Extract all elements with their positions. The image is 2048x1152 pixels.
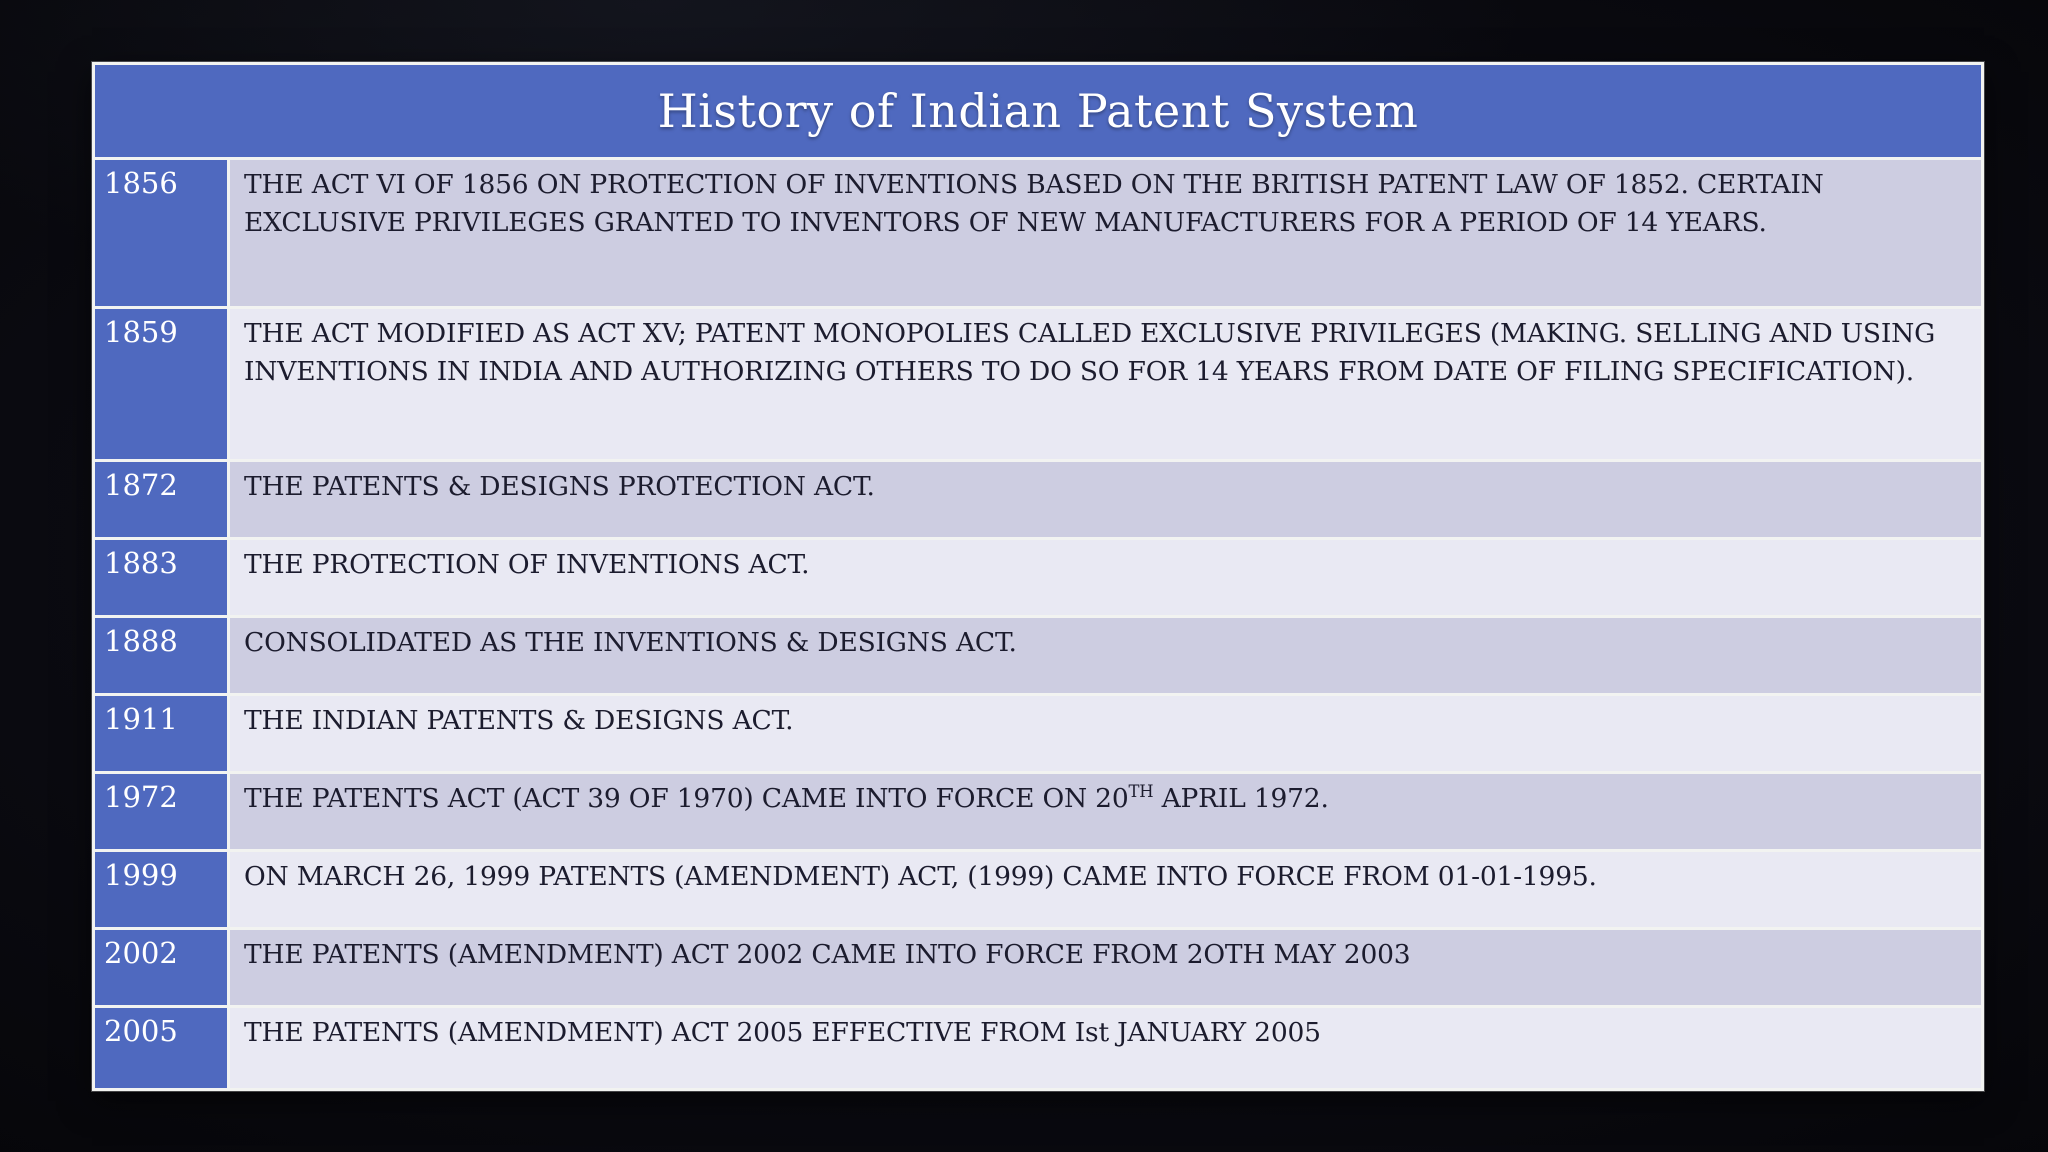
year-cell: 1883	[95, 540, 227, 615]
table-row: 1972 THE PATENTS ACT (ACT 39 OF 1970) CA…	[95, 774, 1981, 849]
table-row: 2005 THE PATENTS (AMENDMENT) ACT 2005 EF…	[95, 1008, 1981, 1088]
description-cell: CONSOLIDATED AS THE INVENTIONS & DESIGNS…	[230, 618, 1981, 693]
table-row: 2002 THE PATENTS (AMENDMENT) ACT 2002 CA…	[95, 930, 1981, 1005]
description-cell: THE INDIAN PATENTS & DESIGNS ACT.	[230, 696, 1981, 771]
table-body: 1856 THE ACT VI OF 1856 ON PROTECTION OF…	[95, 160, 1981, 1088]
table-row: 1883 THE PROTECTION OF INVENTIONS ACT.	[95, 540, 1981, 615]
description-cell: THE ACT MODIFIED AS ACT XV; PATENT MONOP…	[230, 309, 1981, 459]
year-cell: 1859	[95, 309, 227, 459]
table-row: 1859 THE ACT MODIFIED AS ACT XV; PATENT …	[95, 309, 1981, 459]
table-row: 1911 THE INDIAN PATENTS & DESIGNS ACT.	[95, 696, 1981, 771]
table-row: 1872 THE PATENTS & DESIGNS PROTECTION AC…	[95, 462, 1981, 537]
description-cell: ON MARCH 26, 1999 PATENTS (AMENDMENT) AC…	[230, 852, 1981, 927]
year-cell: 1888	[95, 618, 227, 693]
description-cell: THE PATENTS & DESIGNS PROTECTION ACT.	[230, 462, 1981, 537]
description-cell: THE ACT VI OF 1856 ON PROTECTION OF INVE…	[230, 160, 1981, 306]
year-cell: 1872	[95, 462, 227, 537]
year-cell: 1856	[95, 160, 227, 306]
history-table: History of Indian Patent System 1856 THE…	[92, 62, 1984, 1091]
year-cell: 2002	[95, 930, 227, 1005]
description-cell: THE PROTECTION OF INVENTIONS ACT.	[230, 540, 1981, 615]
year-cell: 1911	[95, 696, 227, 771]
year-cell: 2005	[95, 1008, 227, 1088]
description-cell: THE PATENTS ACT (ACT 39 OF 1970) CAME IN…	[230, 774, 1981, 849]
description-cell: THE PATENTS (AMENDMENT) ACT 2005 EFFECTI…	[230, 1008, 1981, 1088]
table-row: 1888 CONSOLIDATED AS THE INVENTIONS & DE…	[95, 618, 1981, 693]
description-cell: THE PATENTS (AMENDMENT) ACT 2002 CAME IN…	[230, 930, 1981, 1005]
year-cell: 1972	[95, 774, 227, 849]
table-row: 1999 ON MARCH 26, 1999 PATENTS (AMENDMEN…	[95, 852, 1981, 927]
table-row: 1856 THE ACT VI OF 1856 ON PROTECTION OF…	[95, 160, 1981, 306]
page-title: History of Indian Patent System	[657, 84, 1419, 138]
year-cell: 1999	[95, 852, 227, 927]
table-header: History of Indian Patent System	[95, 65, 1981, 157]
